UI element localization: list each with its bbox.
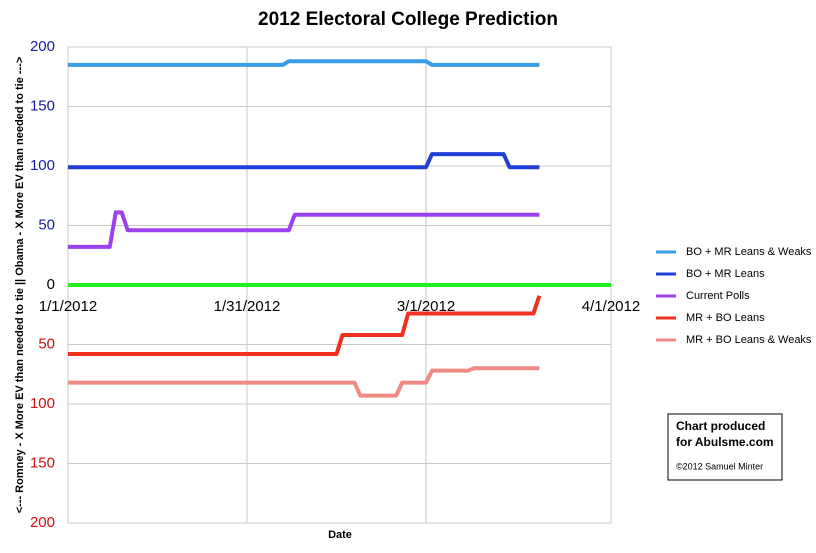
- y-tick-label: 50: [38, 216, 55, 233]
- legend-label: Current Polls: [686, 290, 750, 302]
- y-axis-label: <--- Romney - X More EV than needed to t…: [14, 57, 26, 514]
- note-box: [667, 413, 783, 481]
- series-line: [68, 59, 540, 67]
- legend-label: MR + BO Leans & Weaks: [686, 334, 812, 346]
- legend-label: MR + BO Leans: [686, 312, 765, 324]
- y-tick-label: 50: [38, 335, 55, 352]
- series-line: [68, 152, 540, 170]
- series-line: [68, 210, 540, 249]
- y-tick-label: 150: [30, 454, 55, 471]
- x-tick-label: 3/1/2012: [397, 298, 455, 315]
- x-tick-label: 4/1/2012: [582, 298, 640, 315]
- y-tick-label: 100: [30, 395, 55, 412]
- x-tick-label: 1/1/2012: [39, 298, 97, 315]
- chart-title: 2012 Electoral College Prediction: [258, 9, 558, 30]
- series-line: [68, 366, 540, 398]
- legend-label: BO + MR Leans: [686, 268, 765, 280]
- y-tick-label: 200: [30, 38, 55, 55]
- legend-label: BO + MR Leans & Weaks: [686, 246, 812, 258]
- y-tick-label: 100: [30, 157, 55, 174]
- series-line: [68, 295, 542, 357]
- x-tick-label: 1/31/2012: [214, 298, 281, 315]
- note-text: Chart produced: [676, 419, 765, 433]
- y-tick-label: 0: [47, 276, 55, 293]
- x-axis-label: Date: [328, 529, 352, 541]
- note-credit: ©2012 Samuel Minter: [676, 461, 763, 471]
- y-tick-label: 150: [30, 97, 55, 114]
- y-tick-label: 200: [30, 514, 55, 531]
- note-text: for Abulsme.com: [676, 435, 774, 449]
